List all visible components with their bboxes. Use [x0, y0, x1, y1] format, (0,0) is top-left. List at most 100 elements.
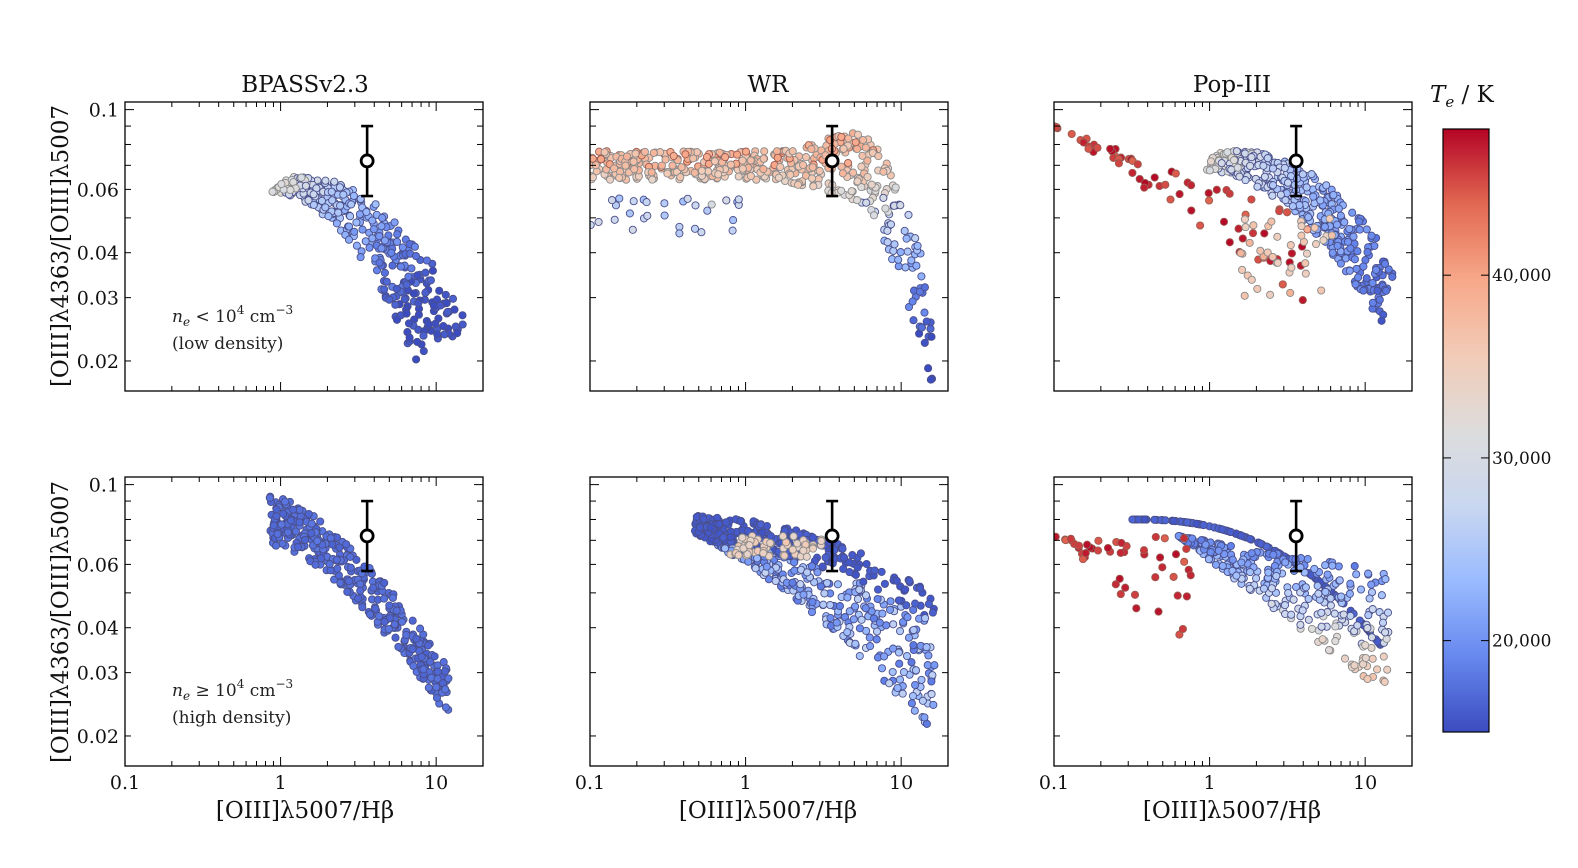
model-point	[1074, 541, 1084, 550]
model-point	[660, 199, 669, 208]
model-point	[1054, 123, 1061, 132]
model-point	[1287, 249, 1296, 258]
panel-top-middle	[589, 101, 949, 392]
model-point	[774, 173, 783, 182]
panel-title-pop3: Pop-III	[1193, 72, 1271, 98]
model-point	[307, 519, 316, 528]
model-point	[408, 616, 417, 625]
model-point	[1218, 561, 1227, 570]
model-point	[1268, 164, 1278, 173]
model-point	[1192, 519, 1201, 528]
model-point	[1252, 574, 1261, 583]
model-point	[354, 594, 363, 603]
model-point	[683, 194, 692, 203]
model-point	[759, 165, 768, 174]
model-point	[458, 320, 467, 329]
model-point	[1240, 291, 1249, 300]
model-point	[1331, 622, 1340, 631]
colorbar-tick-label: 40,000	[1492, 266, 1551, 286]
model-point	[1161, 516, 1170, 525]
model-point	[920, 283, 929, 292]
model-point	[1267, 599, 1276, 608]
model-point	[818, 562, 827, 571]
model-point	[1225, 238, 1234, 247]
model-point	[909, 641, 918, 650]
model-point	[1173, 591, 1182, 600]
model-point	[886, 597, 895, 606]
model-point	[1259, 161, 1268, 170]
model-point	[332, 555, 341, 564]
y-tick-label: 0.04	[77, 243, 119, 265]
model-point	[451, 322, 460, 331]
model-point	[786, 170, 795, 179]
model-point	[325, 560, 334, 569]
y-axis-label-bottom: [OIII]λ4363/[OIII]λ5007	[48, 481, 74, 763]
model-point	[1160, 534, 1169, 543]
model-point	[277, 520, 286, 529]
model-point	[903, 613, 912, 622]
model-point	[388, 261, 397, 270]
model-point	[606, 175, 615, 184]
model-point	[1368, 278, 1377, 288]
model-point	[352, 218, 361, 227]
model-point	[1304, 615, 1313, 624]
model-point	[1348, 208, 1357, 217]
model-point	[813, 568, 822, 577]
model-point	[371, 604, 380, 613]
model-point	[1377, 591, 1386, 600]
model-point	[1117, 538, 1126, 547]
model-point	[1206, 548, 1215, 557]
model-point	[413, 271, 422, 280]
model-point	[721, 153, 730, 162]
model-point	[1317, 608, 1326, 617]
model-point	[889, 620, 898, 629]
model-point	[1364, 611, 1373, 620]
model-point	[414, 299, 423, 308]
axes-frame	[589, 101, 949, 392]
model-point	[835, 602, 845, 611]
model-point	[1186, 571, 1195, 580]
model-point	[857, 162, 866, 171]
model-point	[745, 541, 754, 550]
model-point	[421, 288, 430, 297]
model-point	[1140, 183, 1149, 192]
model-point	[895, 659, 904, 668]
model-point	[891, 183, 900, 192]
model-point	[304, 196, 313, 205]
model-point	[1267, 217, 1276, 226]
model-point	[398, 243, 407, 252]
model-point	[661, 155, 670, 164]
model-point	[344, 222, 354, 231]
model-point	[1182, 592, 1191, 601]
model-point	[1151, 573, 1160, 582]
model-point	[908, 691, 918, 701]
model-point	[1266, 290, 1275, 299]
model-point	[865, 633, 874, 642]
model-point	[1275, 207, 1284, 216]
model-point	[361, 237, 370, 246]
model-point	[1333, 241, 1342, 250]
model-point	[861, 604, 870, 613]
model-point	[796, 580, 805, 589]
model-point	[1135, 174, 1144, 184]
model-point	[1362, 225, 1371, 234]
model-point	[1318, 635, 1327, 644]
observation-point	[824, 528, 840, 544]
model-point	[930, 661, 939, 670]
model-point	[776, 162, 785, 172]
model-point	[435, 286, 444, 295]
model-point	[1321, 587, 1330, 596]
model-point	[1093, 143, 1102, 152]
model-point	[802, 552, 811, 561]
model-point	[917, 272, 926, 281]
model-point	[349, 191, 358, 200]
model-point	[1292, 582, 1301, 592]
model-point	[1182, 544, 1191, 553]
model-point	[1339, 610, 1348, 619]
model-point	[392, 315, 402, 324]
model-point	[1301, 583, 1310, 592]
model-point	[409, 289, 418, 298]
model-point	[902, 601, 911, 610]
model-point	[407, 264, 416, 273]
x-axis-label-right: [OIII]λ5007/Hβ	[1143, 798, 1321, 824]
